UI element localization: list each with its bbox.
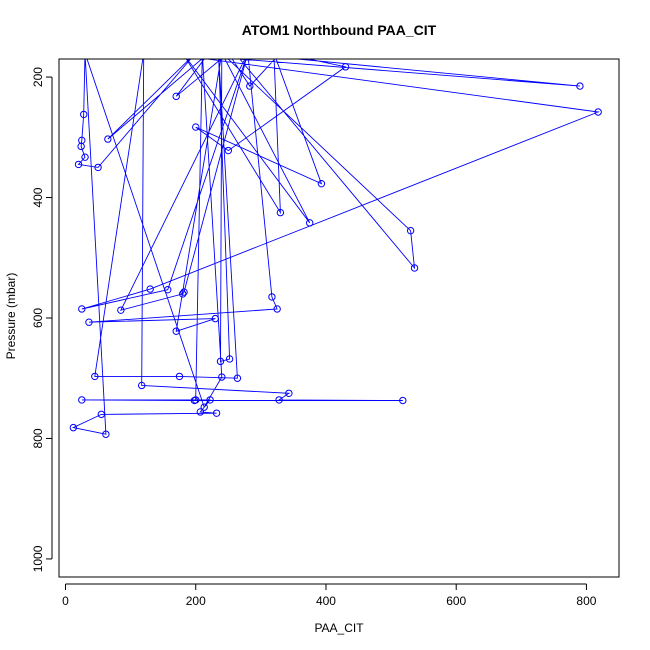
- data-point: [399, 396, 407, 405]
- y-tick-label: 1000: [31, 545, 45, 572]
- axes: 0 200 400 600 800 200 400 600 800 1000: [31, 67, 597, 608]
- data-point: [576, 82, 584, 90]
- data-point: [233, 374, 242, 382]
- data-point: [81, 153, 89, 161]
- data-point: [273, 305, 281, 313]
- y-axis-label: Pressure (mbar): [4, 273, 18, 360]
- data-point: [172, 327, 180, 335]
- chart-title: ATOM1 Northbound PAA_CIT: [242, 22, 437, 38]
- data-point: [104, 135, 112, 143]
- data-point: [175, 372, 184, 381]
- x-tick-label: 0: [62, 594, 69, 608]
- data-point: [211, 314, 219, 323]
- data-point: [180, 288, 188, 296]
- data-point: [594, 108, 602, 116]
- data-point: [246, 82, 254, 90]
- data-point: [406, 226, 415, 235]
- data-point: [137, 381, 146, 390]
- y-tick-label: 800: [31, 428, 45, 448]
- data-point: [77, 142, 85, 151]
- data-point: [276, 208, 285, 217]
- data-point: [218, 373, 226, 381]
- data-point: [275, 396, 283, 404]
- series-line: [71, 59, 600, 435]
- data-point: [146, 285, 154, 293]
- data-point: [78, 396, 86, 404]
- data-point: [85, 318, 93, 326]
- data-point: [268, 293, 276, 301]
- data-point: [97, 410, 106, 419]
- data-point: [117, 306, 125, 314]
- data-point: [317, 179, 326, 188]
- data-point: [225, 355, 234, 363]
- data-point: [164, 285, 172, 294]
- data-point: [192, 123, 200, 131]
- y-tick-label: 400: [31, 187, 45, 207]
- y-tick-label: 600: [31, 308, 45, 328]
- x-tick-label: 400: [316, 594, 336, 608]
- data-point: [74, 160, 83, 169]
- data-point: [78, 305, 86, 313]
- data-point: [179, 290, 187, 298]
- data-layer: [69, 59, 602, 438]
- data-point: [80, 110, 88, 119]
- y-tick-label: 200: [31, 67, 45, 87]
- x-tick-label: 600: [446, 594, 466, 608]
- data-point: [94, 163, 102, 172]
- data-point: [102, 430, 110, 438]
- x-axis-label: PAA_CIT: [314, 621, 364, 635]
- data-point: [200, 403, 208, 411]
- data-point: [285, 389, 293, 397]
- data-point: [172, 92, 180, 101]
- data-point: [206, 396, 214, 404]
- data-point: [341, 63, 350, 71]
- data-point: [91, 372, 99, 381]
- data-point: [196, 408, 205, 416]
- plot-frame: [58, 58, 620, 578]
- x-tick-label: 200: [186, 594, 206, 608]
- data-point: [305, 219, 314, 227]
- data-point: [69, 423, 78, 432]
- data-point: [224, 146, 233, 155]
- data-point: [216, 357, 225, 366]
- x-tick-label: 800: [576, 594, 596, 608]
- data-point: [212, 409, 221, 417]
- data-point: [410, 264, 419, 272]
- data-point: [192, 396, 200, 404]
